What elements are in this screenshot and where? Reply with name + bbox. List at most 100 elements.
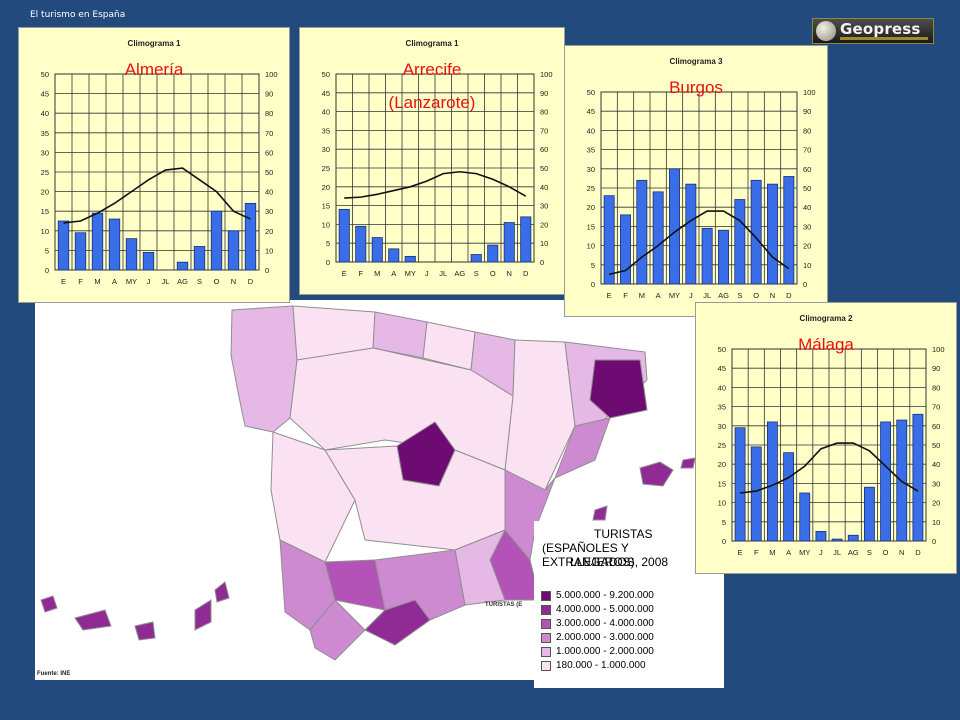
temperature-line [344,170,527,199]
precipitation-bar [227,230,240,271]
precipitation-bar [487,244,499,263]
region-galicia [230,305,298,433]
month-label: JL [439,269,447,278]
climograma-almeria: Climograma 1 0 5 10 15 20 25 30 35 40 45 50 0 10 20 30 4… [18,27,290,303]
left-tick-label: 50 [587,88,595,97]
left-tick-label: 25 [587,184,595,193]
month-label: F [623,291,628,300]
left-tick-label: 10 [718,499,726,508]
precipitation-bar [142,251,155,271]
right-tick-label: 100 [540,70,553,79]
right-tick-label: 50 [932,441,940,450]
month-label: A [391,269,396,278]
precipitation-bar [734,427,746,542]
precipitation-bar [669,168,680,285]
left-tick-label: 45 [41,90,49,99]
precipitation-bar [912,413,924,542]
right-tick-label: 100 [932,345,945,354]
precipitation-bar [193,246,206,271]
precipitation-bar [734,199,746,285]
place-name: Burgos [669,78,723,97]
left-tick-label: 5 [45,246,49,255]
right-tick-label: 30 [932,479,940,488]
chart-title: Climograma 1 [406,39,459,48]
month-label: O [883,548,889,557]
left-tick-label: 5 [326,239,330,248]
right-tick-label: 0 [265,266,269,275]
month-label: M [374,269,380,278]
right-tick-label: 20 [932,499,940,508]
right-tick-label: 10 [540,239,548,248]
left-tick-label: 20 [718,460,726,469]
precipitation-bar [388,248,400,263]
left-tick-label: 25 [41,168,49,177]
region-granada [374,549,466,621]
region-cadiz [309,599,366,661]
right-tick-label: 20 [803,242,811,251]
region-mallorca [639,461,674,487]
plot-frame [335,73,535,263]
month-label: MY [405,269,416,278]
precipitation-bar [355,225,367,263]
right-tick-label: 90 [540,89,548,98]
chart-svg: Climograma 2 0 5 10 15 20 25 30 35 40 45 50 0 10 20 30 4… [718,314,945,557]
month-label: M [94,277,100,286]
month-label: J [819,548,823,557]
left-tick-label: 30 [322,145,330,154]
region-tenerife [74,609,112,631]
right-tick-label: 40 [932,460,940,469]
region-ibiza [592,505,608,521]
precipitation-bar [91,212,104,271]
chart-svg: Climograma 1 0 5 10 15 20 25 30 35 40 45 50 0 10 20 30 4… [322,39,553,278]
precipitation-bar [847,534,859,542]
plot-frame [54,73,260,271]
month-label: A [112,277,117,286]
region-barcelona [589,359,648,419]
left-tick-label: 5 [722,518,726,527]
right-tick-label: 0 [540,258,544,267]
chart-svg: Climograma 3 0 5 10 15 20 25 30 35 40 45 50 0 10 20 30 4… [587,57,816,300]
temperature-line [608,210,790,276]
precipitation-bar [620,214,631,285]
right-tick-label: 30 [540,202,548,211]
precipitation-bar [701,227,713,285]
month-label: AG [718,291,729,300]
left-tick-label: 40 [322,108,330,117]
plot-frame [600,91,798,285]
legend-row-label: 180.000 - 1.000.000 [556,660,646,671]
month-label: E [738,548,743,557]
right-tick-label: 10 [932,518,940,527]
left-tick-label: 10 [322,220,330,229]
month-label: MY [669,291,680,300]
right-tick-label: 90 [803,107,811,116]
month-label: F [358,269,363,278]
right-tick-label: 10 [265,246,273,255]
left-tick-label: 50 [718,345,726,354]
left-tick-label: 0 [326,258,330,267]
spain-tourism-map: TURISTAS (E 2008 Fuente: INE [35,300,712,680]
left-tick-label: 30 [587,165,595,174]
month-label: JL [162,277,170,286]
left-tick-label: 50 [41,70,49,79]
legend-swatch [541,605,551,615]
right-tick-label: 80 [265,109,273,118]
right-tick-label: 50 [540,164,548,173]
month-label: J [425,269,429,278]
logo-text: Geopress [840,20,921,38]
month-label: M [769,548,775,557]
globe-icon [816,21,836,41]
left-tick-label: 15 [322,202,330,211]
left-tick-label: 15 [41,207,49,216]
month-label: J [147,277,151,286]
region-canarias-west [40,595,58,613]
left-tick-label: 20 [587,203,595,212]
left-tick-label: 40 [587,126,595,135]
precipitation-bar [783,452,794,542]
month-label: JL [833,548,841,557]
precipitation-bar [750,446,762,542]
legend-row-label: 1.000.000 - 2.000.000 [556,646,654,657]
right-tick-label: 80 [540,108,548,117]
right-tick-label: 80 [803,126,811,135]
month-label: O [753,291,759,300]
precipitation-bar [520,216,532,263]
